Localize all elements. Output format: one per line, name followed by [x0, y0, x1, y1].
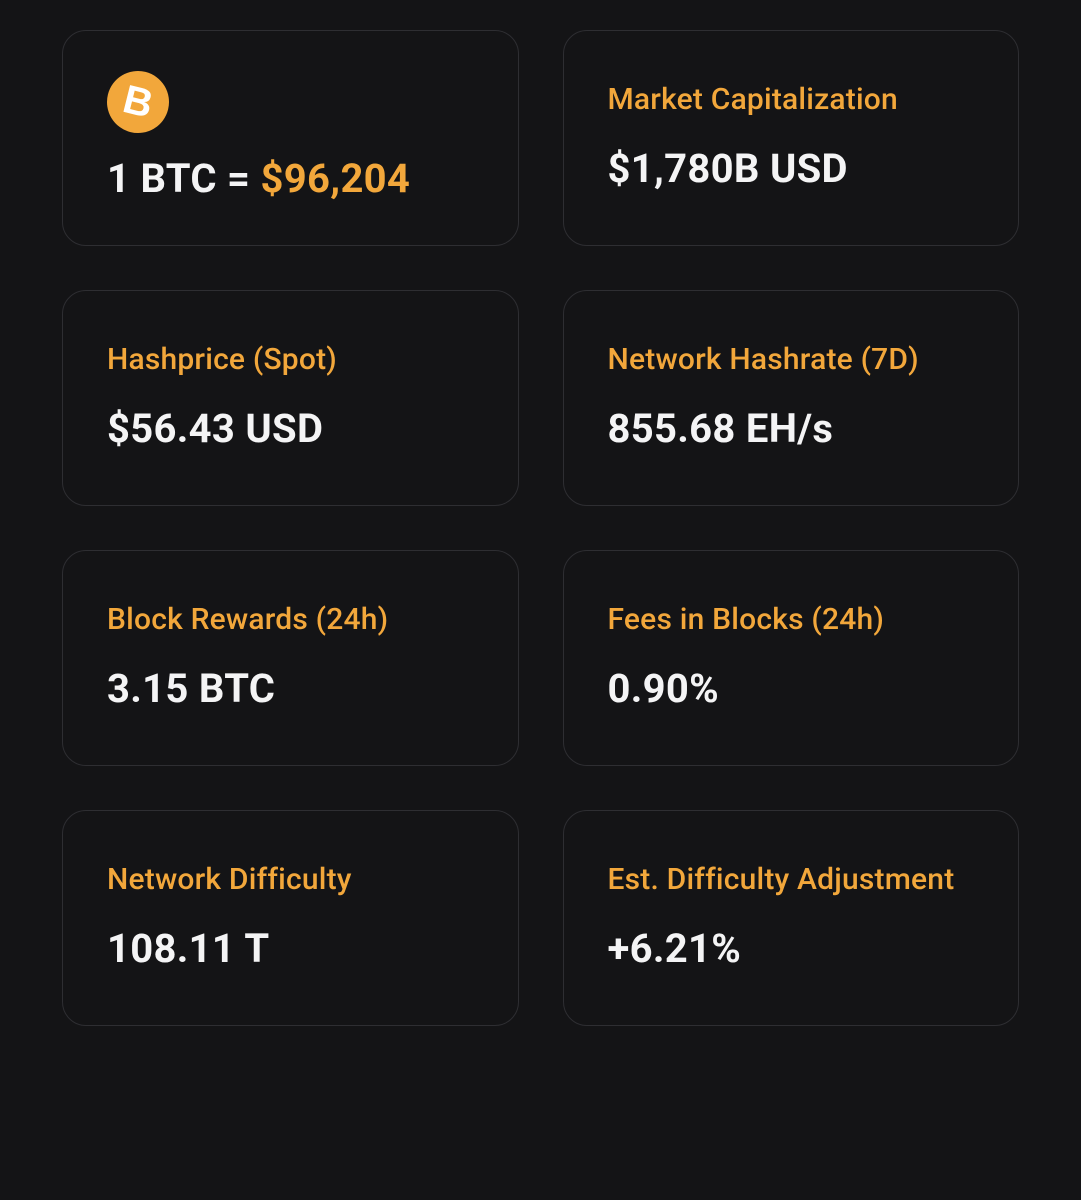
card-title: Block Rewards (24h) [107, 600, 474, 641]
btc-price-line: 1 BTC = $96,204 [107, 155, 474, 202]
bitcoin-icon: B [100, 64, 175, 139]
card-title: Market Capitalization [608, 80, 975, 121]
card-value: 3.15 BTC [107, 665, 474, 712]
card-hashprice: Hashprice (Spot) $56.43 USD [62, 290, 519, 506]
card-value: $56.43 USD [107, 405, 474, 452]
card-hashrate: Network Hashrate (7D) 855.68 EH/s [563, 290, 1020, 506]
card-value: +6.21% [608, 925, 975, 972]
card-market-cap: Market Capitalization $1,780B USD [563, 30, 1020, 246]
card-btc-price: B 1 BTC = $96,204 [62, 30, 519, 246]
card-title: Est. Difficulty Adjustment [608, 860, 975, 901]
card-title: Hashprice (Spot) [107, 340, 474, 381]
card-title: Fees in Blocks (24h) [608, 600, 975, 641]
btc-price-prefix: 1 BTC = [107, 155, 261, 202]
card-value: $1,780B USD [608, 145, 975, 192]
card-title: Network Hashrate (7D) [608, 340, 975, 381]
btc-price-value: $96,204 [261, 155, 411, 202]
card-title: Network Difficulty [107, 860, 474, 901]
card-value: 855.68 EH/s [608, 405, 975, 452]
stats-grid: B 1 BTC = $96,204 Market Capitalization … [62, 30, 1019, 1026]
card-block-rewards: Block Rewards (24h) 3.15 BTC [62, 550, 519, 766]
card-value: 0.90% [608, 665, 975, 712]
card-difficulty-adjust: Est. Difficulty Adjustment +6.21% [563, 810, 1020, 1026]
card-difficulty: Network Difficulty 108.11 T [62, 810, 519, 1026]
card-fees-in-blocks: Fees in Blocks (24h) 0.90% [563, 550, 1020, 766]
card-value: 108.11 T [107, 925, 474, 972]
